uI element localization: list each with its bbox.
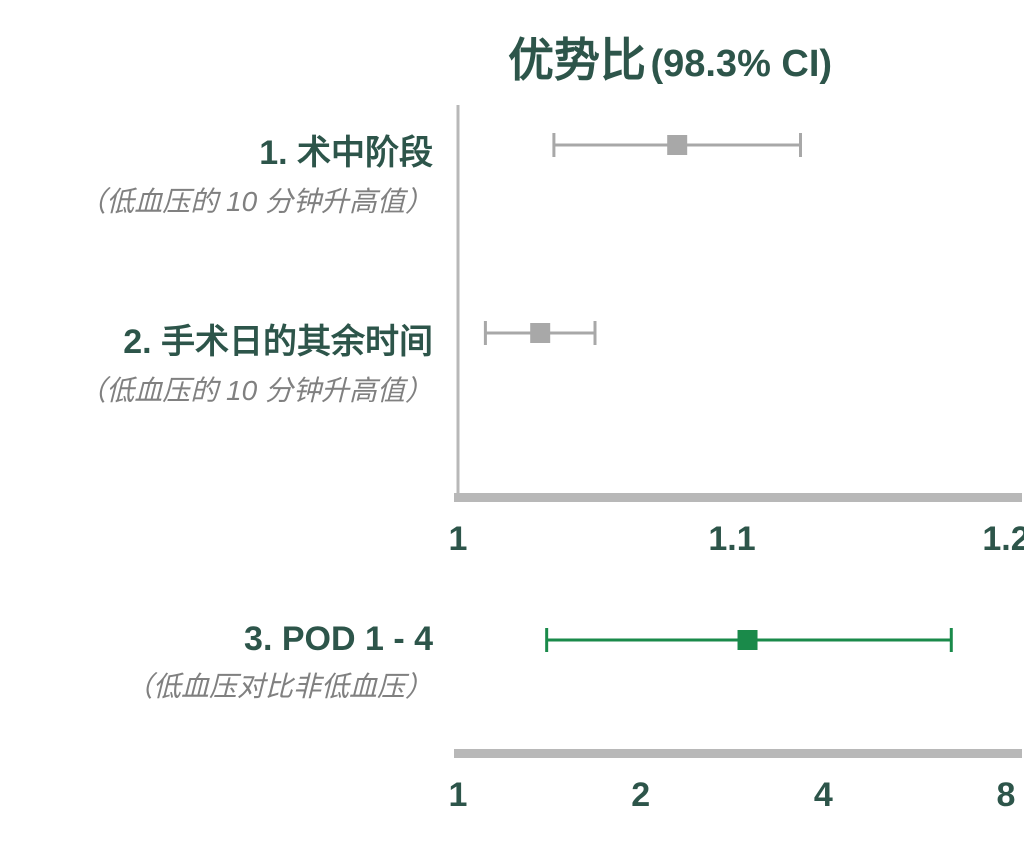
tick-label: 1 (449, 776, 468, 815)
row-label-main: 1. 术中阶段 (0, 125, 433, 174)
row-label: 2. 手术日的其余时间 （低血压的 10 分钟升高值） (0, 314, 433, 409)
tick-label: 2 (631, 776, 650, 815)
tick-label: 4 (814, 776, 833, 815)
tick-label: 8 (997, 776, 1016, 815)
forest-plot-figure: 优势比 (98.3% CI) 1. 术中阶段（低血压的 10 分钟升高值）2. … (0, 0, 1024, 851)
row-label-main: 2. 手术日的其余时间 (0, 314, 433, 363)
row-label-sub: （低血压对比非低血压） (0, 665, 433, 705)
row-label-sub: （低血压的 10 分钟升高值） (0, 369, 433, 409)
row-label-sub: （低血压的 10 分钟升高值） (0, 180, 433, 220)
tick-label: 1.2 (982, 520, 1024, 559)
tick-label: 1 (449, 520, 468, 559)
row-label: 3. POD 1 - 4 （低血压对比非低血压） (0, 620, 433, 705)
row-label-main: 3. POD 1 - 4 (0, 620, 433, 659)
row-label: 1. 术中阶段 （低血压的 10 分钟升高值） (0, 125, 433, 220)
tick-label: 1.1 (708, 520, 755, 559)
